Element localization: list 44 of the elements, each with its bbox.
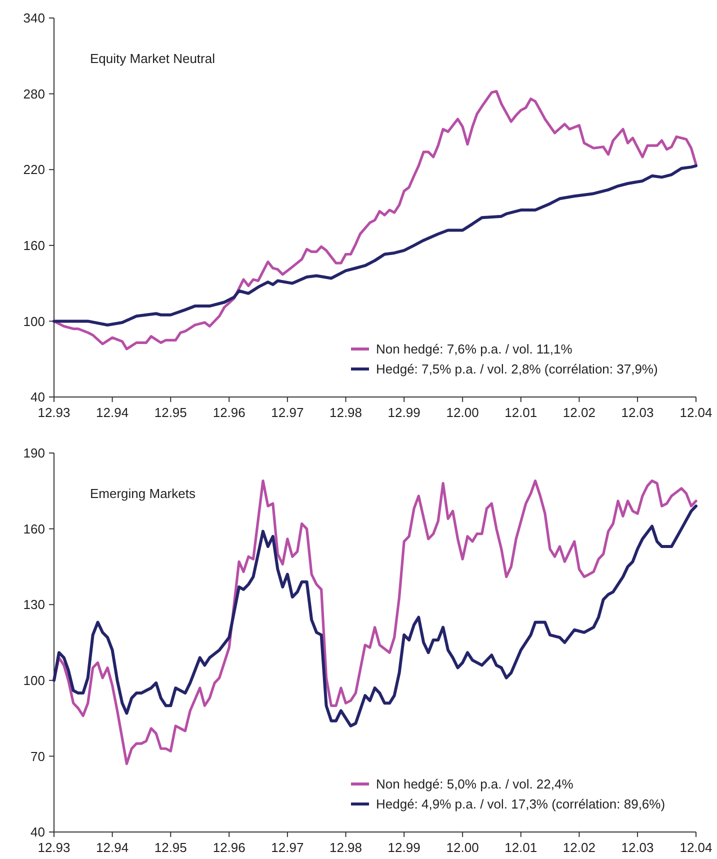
legend-label: Non hedgé: 5,0% p.a. / vol. 22,4%	[376, 776, 574, 792]
x-tick-label: 12.95	[154, 405, 187, 420]
x-tick-label: 12.95	[154, 840, 187, 855]
y-tick-label: 190	[23, 446, 45, 461]
y-tick-label: 340	[23, 10, 45, 26]
x-tick-label: 12.01	[504, 840, 538, 855]
x-tick-label: 12.93	[38, 405, 70, 420]
text: Emerging Markets	[90, 486, 196, 501]
legend-label: Hedgé: 7,5% p.a. / vol. 2,8% (corrélation: 37,9%)	[376, 362, 658, 377]
x-tick-label: 12.04	[680, 840, 712, 855]
x-tick-label: 12.03	[621, 405, 654, 420]
y-tick-label: 100	[23, 314, 45, 329]
x-tick-label: 12.99	[388, 405, 420, 420]
x-tick-label: 12.00	[446, 840, 479, 855]
y-tick-label: 280	[23, 86, 45, 102]
x-tick-label: 12.02	[562, 840, 596, 855]
legend-label: Non hedgé: 7,6% p.a. / vol. 11,1%	[376, 342, 573, 357]
y-tick-label: 160	[23, 521, 45, 536]
y-tick-label: 40	[30, 390, 45, 405]
x-tick-label: 12.00	[446, 405, 479, 420]
line-series	[52, 164, 698, 326]
legend-label: Hedgé: 4,9% p.a. / vol. 17,3% (corrélation: 89,6%)	[376, 796, 666, 812]
x-tick-label: 12.94	[96, 405, 129, 420]
x-tick-label: 12.97	[271, 405, 304, 420]
x-tick-label: 12.98	[329, 840, 362, 855]
x-tick-label: 12.94	[96, 840, 129, 855]
line-series	[52, 504, 698, 728]
x-tick-label: 12.99	[388, 840, 420, 855]
y-tick-label: 40	[30, 824, 45, 840]
x-tick-label: 12.98	[329, 405, 362, 420]
x-tick-label: 12.96	[212, 405, 246, 420]
y-tick-label: 130	[23, 597, 45, 612]
x-tick-label: 12.97	[271, 840, 304, 855]
y-tick-label: 70	[30, 748, 45, 764]
x-tick-label: 12.03	[621, 840, 654, 855]
y-tick-label: 160	[23, 238, 45, 253]
x-tick-label: 12.93	[38, 840, 70, 855]
x-tick-label: 12.01	[504, 405, 538, 420]
y-tick-label: 220	[23, 162, 45, 178]
text: Equity Market Neutral	[90, 51, 216, 66]
x-tick-label: 12.02	[562, 405, 596, 420]
x-tick-label: 12.96	[212, 840, 246, 855]
x-tick-label: 12.04	[680, 405, 712, 420]
y-tick-label: 100	[23, 672, 45, 688]
